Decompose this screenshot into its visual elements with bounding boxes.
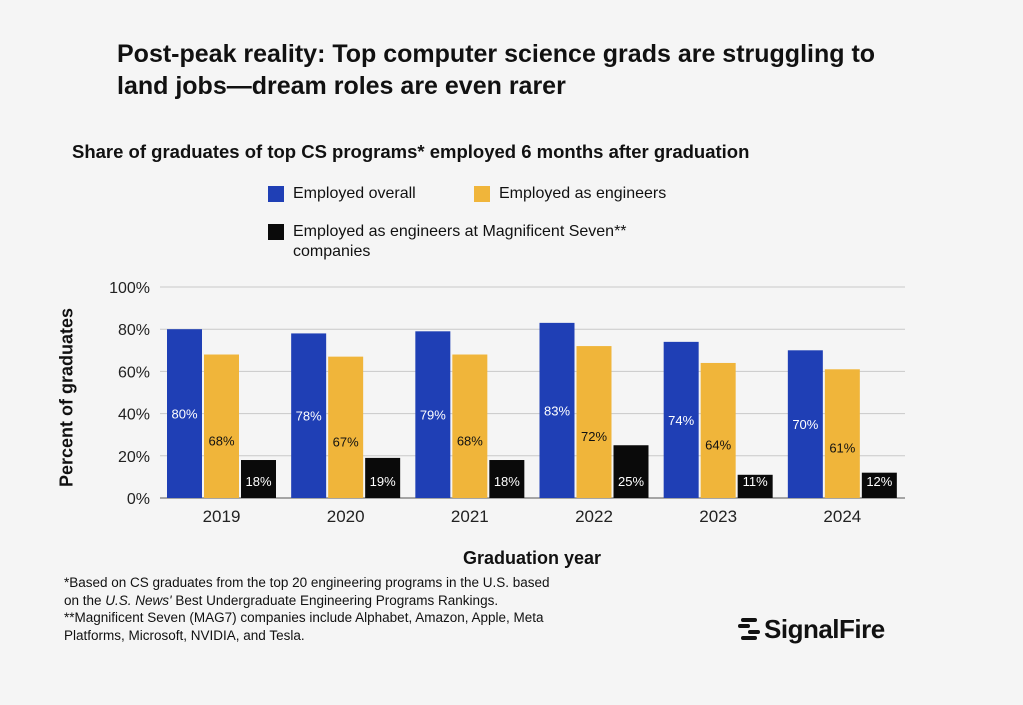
- bar: [204, 354, 239, 498]
- data-label: 80%: [171, 407, 197, 422]
- footnote-line-2-pre: on the: [64, 592, 106, 608]
- x-tick-label: 2019: [203, 507, 241, 526]
- signalfire-logo-icon: [738, 617, 760, 640]
- y-tick-label: 100%: [109, 280, 150, 297]
- footnote: *Based on CS graduates from the top 20 e…: [64, 574, 704, 644]
- legend-swatch-engineers: [474, 186, 490, 202]
- chart-subtitle: Share of graduates of top CS programs* e…: [72, 141, 750, 162]
- legend-item-overall: Employed overall: [268, 184, 416, 204]
- bar: [415, 331, 451, 498]
- x-tick-label: 2020: [327, 507, 365, 526]
- data-label: 18%: [245, 474, 271, 489]
- bar: [241, 460, 276, 498]
- legend-item-engineers: Employed as engineers: [474, 184, 666, 204]
- footnote-line-1: *Based on CS graduates from the top 20 e…: [64, 575, 550, 590]
- legend-swatch-mag7: [268, 224, 284, 240]
- data-label: 79%: [420, 408, 446, 423]
- data-label: 11%: [743, 474, 768, 489]
- y-tick-label: 80%: [118, 322, 150, 339]
- legend-swatch-overall: [268, 186, 284, 202]
- bar: [576, 346, 612, 498]
- data-label: 19%: [370, 474, 396, 489]
- legend-label-overall: Employed overall: [293, 185, 416, 202]
- bar: [539, 322, 575, 498]
- data-label: 12%: [866, 474, 892, 489]
- data-label: 64%: [705, 437, 731, 452]
- bar: [787, 350, 823, 498]
- x-tick-label: 2024: [823, 507, 861, 526]
- x-tick-label: 2022: [575, 507, 613, 526]
- bar: [489, 460, 525, 498]
- y-tick-label: 0%: [127, 491, 150, 508]
- bar: [291, 333, 327, 498]
- y-tick-label: 40%: [118, 407, 150, 424]
- legend-label-mag7: Employed as engineers at Magnificent Sev…: [293, 223, 627, 260]
- data-label: 67%: [333, 434, 359, 449]
- data-label: 72%: [581, 429, 607, 444]
- data-label: 68%: [208, 433, 234, 448]
- bar: [824, 369, 860, 498]
- data-label: 74%: [668, 413, 694, 428]
- data-label: 70%: [792, 417, 818, 432]
- bar: [452, 354, 488, 498]
- data-label: 18%: [494, 474, 520, 489]
- bar: [700, 362, 736, 498]
- y-tick-label: 20%: [118, 449, 150, 466]
- logo-wordmark: SignalFire: [764, 614, 885, 644]
- x-axis-label: Graduation year: [462, 548, 602, 568]
- y-tick-label: 60%: [118, 364, 150, 381]
- footnote-line-4: Platforms, Microsoft, NVIDIA, and Tesla.: [64, 627, 305, 643]
- signalfire-logo: SignalFire: [738, 614, 885, 645]
- footnote-line-2: on the U.S. News' Best Undergraduate Eng…: [64, 592, 704, 610]
- x-tick-label: 2021: [451, 507, 489, 526]
- bar: [167, 329, 202, 498]
- legend-item-mag7: Employed as engineers at Magnificent Sev…: [268, 222, 708, 262]
- data-label: 61%: [829, 441, 855, 456]
- footnote-line-3: **Magnificent Seven (MAG7) companies inc…: [64, 610, 544, 625]
- bar: [663, 341, 699, 498]
- data-label: 83%: [544, 403, 570, 418]
- data-label: 68%: [457, 433, 483, 448]
- data-label: 25%: [618, 474, 644, 489]
- bar: [613, 445, 649, 498]
- data-label: 78%: [296, 409, 322, 424]
- legend-label-engineers: Employed as engineers: [499, 185, 667, 202]
- bar: [328, 356, 364, 498]
- bar: [861, 472, 897, 498]
- bar: [365, 457, 401, 498]
- x-tick-label: 2023: [699, 507, 737, 526]
- footnote-line-2-post: Best Undergraduate Engineering Programs …: [171, 592, 499, 608]
- chart-title: Post-peak reality: Top computer science …: [117, 40, 876, 100]
- bar: [737, 474, 773, 498]
- footnote-source-name: U.S. News': [105, 592, 172, 608]
